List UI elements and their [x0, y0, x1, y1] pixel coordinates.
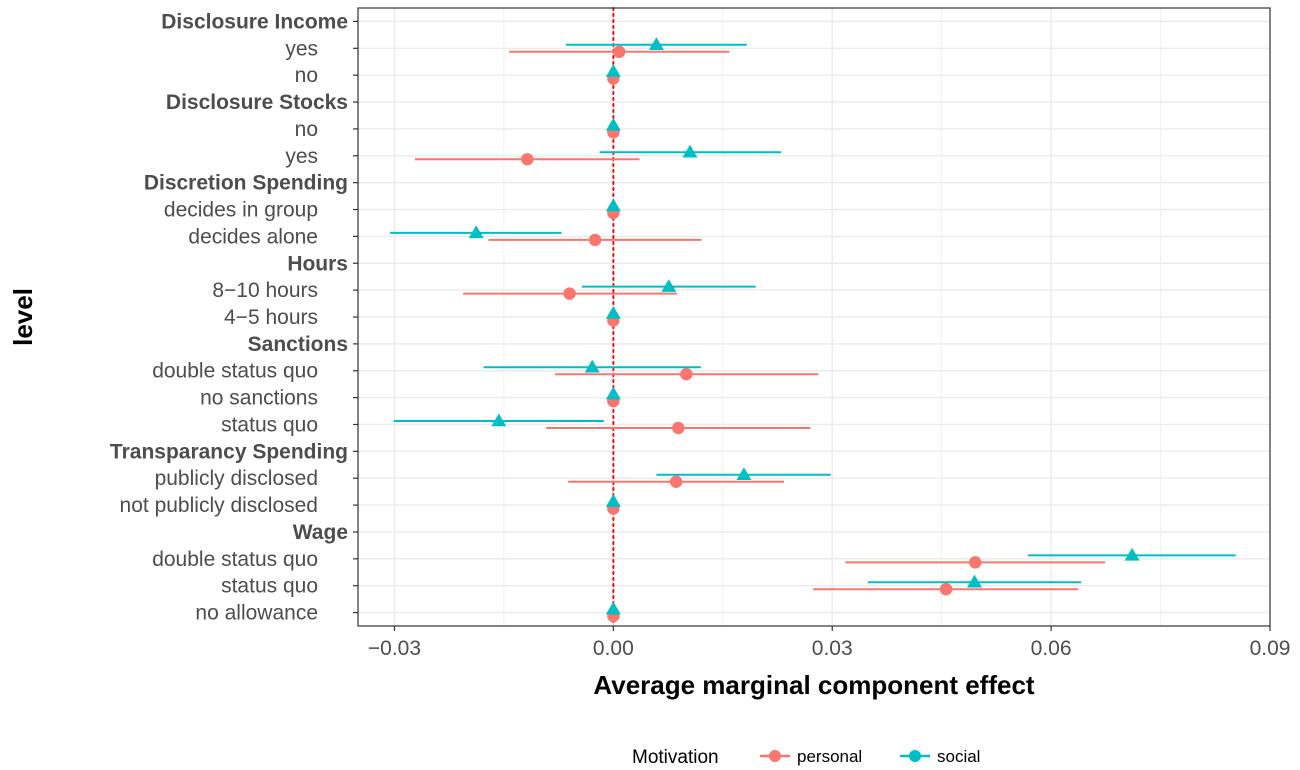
- y-level-label: no: [295, 118, 318, 141]
- x-tick-label: 0.00: [593, 637, 634, 660]
- point-social: [736, 467, 752, 480]
- point-social: [605, 601, 621, 615]
- legend-key-social: [900, 750, 930, 762]
- point-social: [584, 359, 600, 373]
- point-social: [967, 574, 983, 588]
- point-social: [605, 117, 621, 131]
- point-social: [491, 413, 507, 427]
- x-axis-title: Average marginal component effect: [593, 670, 1034, 700]
- x-tick-label: 0.09: [1250, 637, 1291, 660]
- point-personal: [969, 556, 982, 569]
- x-tick-labels: −0.03 0.00 0.03 0.06 0.09: [368, 626, 1291, 660]
- y-level-label: yes: [285, 37, 318, 60]
- point-personal: [672, 421, 685, 435]
- y-level-label: no allowance: [195, 602, 318, 625]
- x-tick-label: 0.03: [812, 637, 853, 660]
- point-social: [605, 386, 621, 400]
- point-social: [648, 37, 664, 51]
- y-level-label: status quo: [221, 575, 318, 598]
- legend-label-social: social: [937, 747, 980, 766]
- y-level-label: publicly disclosed: [155, 467, 318, 490]
- point-personal: [939, 582, 953, 596]
- y-group-header-label: Disclosure Stocks: [166, 91, 348, 114]
- y-level-label: no: [295, 64, 318, 87]
- point-personal: [680, 368, 693, 381]
- y-level-label: status quo: [221, 413, 318, 436]
- legend-label-personal: personal: [797, 747, 862, 766]
- legend-title: Motivation: [632, 747, 719, 768]
- point-social: [1124, 547, 1140, 561]
- point-social: [468, 225, 484, 239]
- point-personal: [588, 233, 602, 247]
- legend: Motivation personal social: [632, 747, 980, 768]
- y-group-header-label: Transparancy Spending: [110, 440, 348, 463]
- y-level-label: no sanctions: [200, 387, 318, 410]
- point-personal: [563, 287, 576, 300]
- grid-layer: [358, 8, 1271, 626]
- y-level-label: double status quo: [152, 548, 318, 571]
- y-level-label: decides in group: [164, 199, 318, 222]
- x-tick-label: 0.06: [1031, 637, 1072, 660]
- y-level-label: yes: [285, 145, 318, 168]
- y-group-header-label: Disclosure Income: [161, 10, 348, 33]
- y-level-label: not publicly disclosed: [120, 494, 318, 517]
- y-group-header-label: Wage: [293, 521, 348, 544]
- point-social: [605, 494, 621, 507]
- series-layer: [390, 37, 1236, 623]
- point-social: [682, 144, 698, 158]
- point-social: [661, 279, 677, 292]
- point-personal: [669, 475, 683, 488]
- point-social: [605, 198, 621, 212]
- y-group-header-label: Discretion Spending: [144, 172, 348, 195]
- x-tick-label: −0.03: [368, 637, 421, 660]
- point-personal: [521, 153, 534, 166]
- legend-key-personal: [760, 750, 790, 762]
- y-level-label: 4−5 hours: [224, 306, 318, 329]
- y-axis-title: level: [8, 288, 38, 346]
- y-level-label: 8−10 hours: [212, 279, 318, 302]
- y-group-header-label: Hours: [287, 252, 348, 275]
- y-level-label: double status quo: [152, 360, 318, 383]
- y-level-label: decides alone: [188, 225, 318, 248]
- point-personal: [612, 45, 626, 59]
- point-social: [605, 64, 621, 77]
- point-social: [605, 306, 621, 319]
- y-group-header-label: Sanctions: [248, 333, 348, 356]
- y-tick-labels: Disclosure Income yes no Disclosure Stocks n…: [110, 10, 358, 625]
